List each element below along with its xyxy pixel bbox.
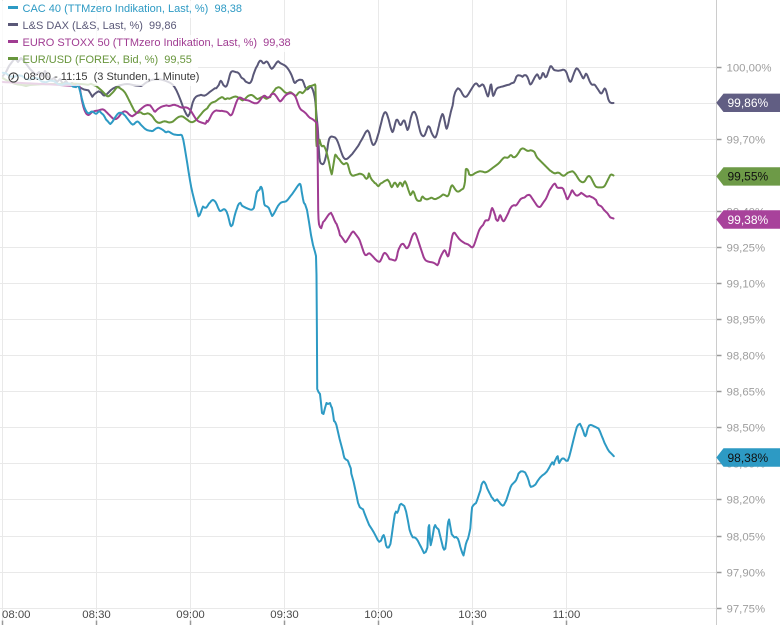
svg-text:09:00: 09:00 (176, 609, 205, 621)
svg-text:98,50%: 98,50% (727, 423, 766, 435)
svg-text:98,95%: 98,95% (727, 315, 766, 327)
svg-text:10:00: 10:00 (364, 609, 393, 621)
svg-text:97,75%: 97,75% (727, 604, 766, 616)
svg-text:11:00: 11:00 (553, 609, 581, 621)
svg-text:98,38%: 98,38% (728, 451, 769, 465)
svg-text:08:30: 08:30 (82, 609, 111, 621)
svg-text:99,70%: 99,70% (727, 135, 766, 147)
svg-text:09:30: 09:30 (270, 609, 299, 621)
svg-text:99,25%: 99,25% (727, 243, 766, 255)
svg-text:98,80%: 98,80% (727, 351, 766, 363)
svg-text:08:00: 08:00 (2, 609, 31, 621)
svg-text:100,00%: 100,00% (727, 63, 772, 75)
svg-text:99,10%: 99,10% (727, 279, 766, 291)
svg-text:99,86%: 99,86% (728, 96, 769, 110)
svg-text:99,38%: 99,38% (728, 213, 769, 227)
svg-text:98,05%: 98,05% (727, 532, 766, 544)
svg-text:98,65%: 98,65% (727, 387, 766, 399)
svg-text:99,55%: 99,55% (728, 170, 769, 184)
svg-text:97,90%: 97,90% (727, 568, 766, 580)
svg-text:10:30: 10:30 (458, 609, 487, 621)
svg-text:98,20%: 98,20% (727, 495, 766, 507)
